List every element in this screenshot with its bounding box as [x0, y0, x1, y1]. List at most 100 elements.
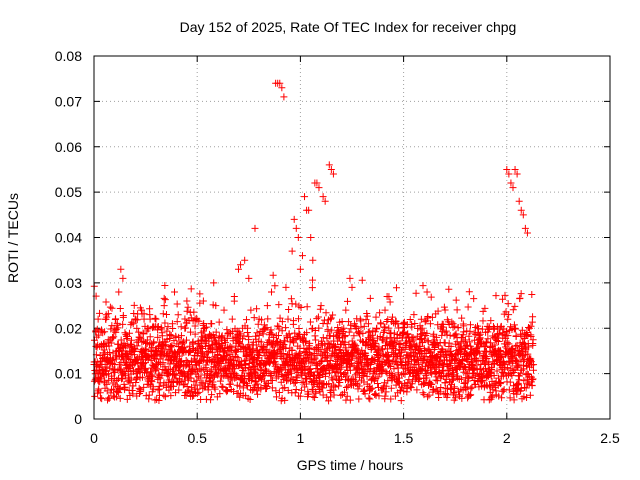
data-point [412, 289, 420, 297]
data-point [147, 368, 155, 376]
data-point [323, 357, 331, 365]
data-point [179, 381, 187, 389]
data-point [446, 332, 454, 340]
data-point [161, 296, 169, 304]
data-point [113, 393, 121, 401]
data-point [197, 348, 205, 356]
data-point [297, 370, 305, 378]
data-point [355, 382, 363, 390]
data-point [137, 306, 145, 314]
data-point [529, 366, 537, 374]
data-point [319, 334, 327, 342]
data-point [324, 351, 332, 359]
data-point [396, 387, 404, 395]
data-point [479, 317, 487, 325]
data-point [331, 383, 339, 391]
data-point [91, 392, 99, 400]
axis-ticks: 0 0.5 1 1.5 2 2.5 0 0.01 0.02 0.03 0.04 0.05 0.06 0.0… [55, 48, 620, 446]
data-point [336, 379, 344, 387]
data-point [507, 179, 515, 187]
data-point [372, 339, 380, 347]
data-point [275, 389, 283, 397]
data-point [387, 384, 395, 392]
data-point [301, 338, 309, 346]
data-point [519, 211, 527, 219]
data-point [309, 276, 317, 284]
data-point [133, 342, 141, 350]
data-point [281, 337, 289, 345]
data-point [161, 319, 169, 327]
data-point [248, 375, 256, 383]
data-point [319, 193, 327, 201]
data-point [202, 374, 210, 382]
data-point [121, 383, 129, 391]
data-point [385, 356, 393, 364]
data-point [240, 357, 248, 365]
data-point [132, 378, 140, 386]
data-point [150, 338, 158, 346]
data-point [332, 372, 340, 380]
data-point [102, 298, 110, 306]
data-point [289, 317, 297, 325]
data-point [373, 324, 381, 332]
data-point [174, 311, 182, 319]
data-point [276, 79, 284, 87]
data-point [239, 378, 247, 386]
data-point [304, 354, 312, 362]
data-point [130, 301, 138, 309]
data-point [329, 376, 337, 384]
data-point [526, 391, 534, 399]
data-point [175, 333, 183, 341]
data-point [503, 165, 511, 173]
data-point [282, 324, 290, 332]
data-point [408, 333, 416, 341]
data-point [293, 374, 301, 382]
data-point [179, 347, 187, 355]
data-point [518, 366, 526, 374]
data-point [404, 330, 412, 338]
data-point [98, 395, 106, 403]
data-point [143, 336, 151, 344]
data-point [484, 361, 492, 369]
data-point [169, 382, 177, 390]
data-point [259, 361, 267, 369]
data-point [306, 350, 314, 358]
data-point [416, 342, 424, 350]
plot-frame [93, 55, 611, 420]
data-point [488, 364, 496, 372]
data-point [504, 315, 512, 323]
data-point [414, 374, 422, 382]
data-point [451, 394, 459, 402]
data-point [504, 332, 512, 340]
data-point [269, 271, 277, 279]
data-point [466, 321, 474, 329]
data-point [523, 229, 531, 237]
data-point [360, 322, 368, 330]
data-point [449, 376, 457, 384]
data-point [155, 370, 163, 378]
data-point [154, 386, 162, 394]
data-point [440, 390, 448, 398]
data-point [360, 386, 368, 394]
data-point [176, 352, 184, 360]
data-point [382, 382, 390, 390]
data-point [346, 396, 354, 404]
data-point [392, 284, 400, 292]
data-point [405, 376, 413, 384]
data-point [95, 385, 103, 393]
data-point [317, 302, 325, 310]
data-point [378, 346, 386, 354]
data-point [357, 317, 365, 325]
data-point [356, 315, 364, 323]
data-point [98, 365, 106, 373]
data-point [162, 311, 170, 319]
data-point [273, 322, 281, 330]
data-point [406, 351, 414, 359]
data-point [201, 342, 209, 350]
data-point [334, 361, 342, 369]
data-point [419, 338, 427, 346]
data-point [142, 365, 150, 373]
data-point [441, 306, 449, 314]
data-point [421, 318, 429, 326]
